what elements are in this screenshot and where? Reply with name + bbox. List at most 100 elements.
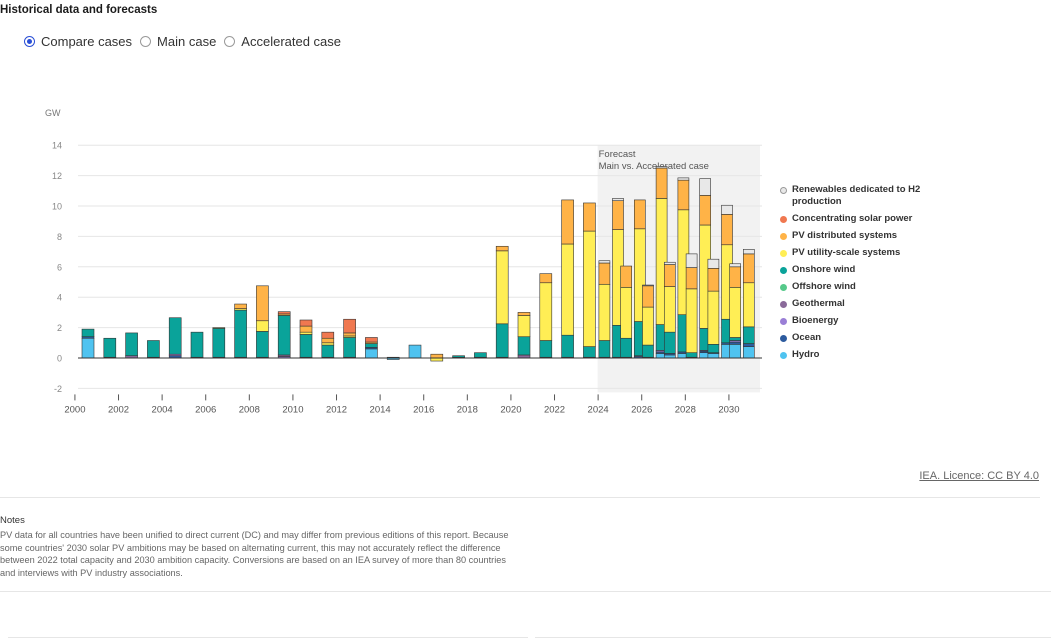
bar-segment-pv-distributed-systems-2012-historical bbox=[343, 332, 356, 337]
legend-label: Bioenergy bbox=[792, 315, 839, 326]
bar-segment-onshore-wind-2026-main bbox=[642, 344, 654, 358]
x-tick-label: 2010 bbox=[282, 404, 303, 415]
legend-item[interactable]: Offshore wind bbox=[780, 281, 940, 293]
bar-segment-pv-distributed-systems-2010-historical bbox=[299, 325, 313, 333]
legend-label: PV distributed systems bbox=[792, 230, 898, 241]
bar-segment-onshore-wind-2017-historical bbox=[452, 355, 465, 358]
bar-segment-onshore-wind-2009-historical bbox=[277, 315, 291, 356]
legend-item[interactable]: Concentrating solar power bbox=[780, 213, 940, 225]
bar-segment-pv-utility-scale-systems-2023-historical bbox=[583, 230, 596, 347]
y-tick-label: 10 bbox=[52, 202, 62, 212]
bar-segment-onshore-wind-2020-historical bbox=[517, 336, 531, 356]
bar-segment-renewables-dedicated-to-h2-production-2026-main bbox=[642, 284, 654, 287]
forecast-annotation-line2: Main vs. Accelerated case bbox=[599, 161, 709, 172]
legend-label: Hydro bbox=[792, 349, 820, 360]
licence-link[interactable]: IEA. Licence: CC BY 4.0 bbox=[919, 470, 1039, 482]
bar-segment-pv-distributed-systems-2028-accelerated bbox=[699, 195, 712, 226]
notes-title: Notes bbox=[0, 515, 25, 526]
radio-main-case[interactable]: Main case bbox=[140, 34, 216, 49]
bar-segment-pv-utility-scale-systems-2022-historical bbox=[561, 243, 574, 336]
bar-segment-onshore-wind-2021-historical bbox=[539, 340, 553, 358]
legend-item[interactable]: Renewables dedicated to H2 production bbox=[780, 184, 940, 208]
legend-item[interactable]: Hydro bbox=[780, 349, 940, 361]
bar-segment-pv-utility-scale-systems-2030-accelerated bbox=[742, 282, 755, 328]
bar-segment-pv-utility-scale-systems-2024-main bbox=[598, 283, 611, 341]
x-tick-label: 2004 bbox=[152, 404, 173, 415]
legend-swatch-icon bbox=[780, 266, 787, 274]
bar-segment-renewables-dedicated-to-h2-production-2024-main bbox=[598, 260, 611, 264]
legend-item[interactable]: Geothermal bbox=[780, 298, 940, 310]
bar-segment-ocean-2030-main bbox=[729, 341, 742, 345]
legend-item[interactable]: Bioenergy bbox=[780, 315, 940, 327]
x-tick-label: 2026 bbox=[631, 404, 652, 415]
bar-segment-renewables-dedicated-to-h2-production-2028-accelerated bbox=[699, 178, 712, 196]
bar-segment-pv-distributed-systems-2007-historical bbox=[234, 303, 247, 309]
bar-segment-pv-distributed-systems-2021-historical bbox=[539, 273, 553, 284]
bar-segment-onshore-wind-2008-historical bbox=[256, 331, 269, 358]
legend-swatch-icon bbox=[780, 317, 787, 325]
radio-accelerated-case[interactable]: Accelerated case bbox=[224, 34, 341, 49]
bar-segment-onshore-wind-2003-historical bbox=[147, 340, 160, 358]
bar-segment-concentrating-solar-power-2009-historical bbox=[277, 311, 291, 315]
bar-segment-renewables-dedicated-to-h2-production-2030-main bbox=[729, 263, 742, 268]
forecast-annotation-line1: Forecast bbox=[599, 149, 636, 160]
bar-segment-hydro-2030-main bbox=[729, 344, 742, 359]
bar-segment-hydro-2030-accelerated bbox=[742, 346, 755, 359]
bar-segment-onshore-wind-2012-historical bbox=[343, 337, 356, 358]
bar-segment-onshore-wind-2023-historical bbox=[583, 346, 596, 358]
x-tick-label: 2014 bbox=[370, 404, 391, 415]
bar-segment-onshore-wind-2007-historical bbox=[234, 309, 247, 358]
y-axis-label: GW bbox=[45, 108, 61, 118]
legend-label: PV utility-scale systems bbox=[792, 247, 901, 258]
radio-indicator[interactable] bbox=[24, 36, 35, 47]
bar-segment-renewables-dedicated-to-h2-production-2030-accelerated bbox=[742, 249, 755, 255]
bar-segment-pv-distributed-systems-2024-main bbox=[598, 262, 611, 285]
radio-compare-cases[interactable]: Compare cases bbox=[24, 34, 132, 49]
legend-item[interactable]: PV utility-scale systems bbox=[780, 247, 940, 259]
radio-indicator[interactable] bbox=[224, 36, 236, 47]
bar-segment-onshore-wind-2013-historical bbox=[365, 343, 378, 348]
legend-swatch-icon bbox=[780, 351, 787, 359]
legend-item[interactable]: PV distributed systems bbox=[780, 230, 940, 242]
bar-segment-pv-distributed-systems-2011-historical bbox=[321, 337, 335, 344]
chart-section-title: Historical data and forecasts bbox=[0, 4, 158, 16]
legend-swatch-icon bbox=[780, 283, 787, 291]
bar-segment-onshore-wind-2024-main bbox=[598, 340, 611, 358]
bar-segment-pv-utility-scale-systems-2011-historical bbox=[321, 342, 335, 346]
bar-segment-pv-distributed-systems-2008-historical bbox=[256, 285, 269, 322]
y-tick-label: 6 bbox=[57, 262, 62, 272]
x-tick-label: 2030 bbox=[718, 404, 739, 415]
bar-segment-pv-utility-scale-systems-2025-main bbox=[620, 287, 633, 339]
bar-segment-pv-distributed-systems-2024-accelerated bbox=[612, 200, 624, 230]
y-tick-label: 12 bbox=[52, 171, 62, 181]
bar-segment-pv-distributed-systems-2026-main bbox=[642, 285, 654, 308]
y-tick-label: 14 bbox=[52, 141, 62, 151]
bar-segment-hydro-2015-historical bbox=[408, 344, 422, 359]
bar-segment-hydro-2029-main bbox=[707, 353, 720, 359]
bar-segment-onshore-wind-2005-historical bbox=[190, 331, 204, 358]
bar-segment-hydro-2000-historical bbox=[81, 337, 95, 359]
bar-segment-pv-utility-scale-systems-2026-main bbox=[642, 306, 654, 346]
chart-legend: Renewables dedicated to H2 production Con… bbox=[780, 184, 940, 366]
radio-label: Compare cases bbox=[41, 34, 133, 49]
legend-swatch-icon bbox=[780, 334, 787, 342]
bar-segment-concentrating-solar-power-2013-historical bbox=[365, 337, 378, 343]
legend-swatch-icon bbox=[780, 215, 787, 223]
bar-segment-pv-utility-scale-systems-2006-historical bbox=[212, 327, 226, 329]
bar-segment-ocean-2030-accelerated bbox=[742, 343, 755, 347]
legend-item[interactable]: Onshore wind bbox=[780, 264, 940, 276]
bar-segment-pv-utility-scale-systems-2019-historical bbox=[495, 250, 509, 325]
legend-label: Ocean bbox=[792, 332, 822, 343]
bar-segment-pv-utility-scale-systems-2029-main bbox=[707, 290, 720, 345]
radio-indicator[interactable] bbox=[140, 36, 152, 47]
legend-item[interactable]: Ocean bbox=[780, 332, 940, 344]
radio-label: Accelerated case bbox=[241, 34, 342, 49]
bar-segment-pv-utility-scale-systems-2030-main bbox=[729, 287, 742, 338]
bar-segment-concentrating-solar-power-2010-historical bbox=[299, 319, 313, 327]
bar-segment-pv-distributed-systems-2027-accelerated bbox=[677, 179, 690, 211]
bar-segment-renewables-dedicated-to-h2-production-2026-accelerated bbox=[655, 166, 668, 169]
legend-swatch-icon bbox=[780, 249, 787, 257]
case-radio-group: Compare cases Main case Accelerated case bbox=[24, 34, 349, 49]
bar-segment-pv-distributed-systems-2028-main bbox=[685, 267, 698, 290]
bar-segment-pv-distributed-systems-2019-historical bbox=[495, 245, 509, 252]
